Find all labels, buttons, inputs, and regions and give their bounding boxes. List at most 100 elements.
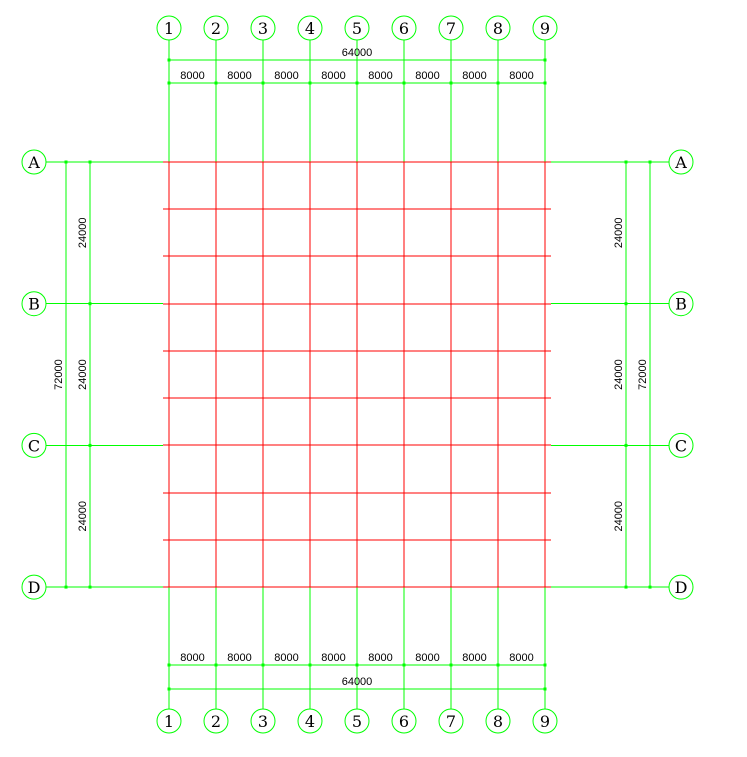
dimension-tick (624, 302, 628, 306)
column-axis-top-label: 4 (305, 19, 315, 38)
dimension-tick (624, 160, 628, 164)
column-axis-top-label: 5 (352, 19, 362, 38)
column-axis-top-label: 8 (493, 19, 503, 38)
column-axis-top-label: 9 (540, 19, 550, 38)
column-axis-top-bubble (344, 15, 370, 41)
row-axis-left-label: A (27, 153, 40, 172)
column-axis-bottom-label: 8 (493, 712, 503, 731)
column-axis-top-bubble (532, 15, 558, 41)
column-axis-bottom-bubble (250, 708, 276, 734)
row-axis-right-bubble (668, 291, 694, 317)
dimension-text-top: 8000 (227, 70, 251, 82)
row-axis-left-bubble (21, 291, 47, 317)
dimension-text-left: 24000 (77, 359, 89, 390)
row-axis-right-bubble (668, 432, 694, 458)
dimension-tick (88, 585, 92, 589)
dimension-text-bottom: 8000 (274, 652, 298, 664)
column-axis-top-bubble (250, 15, 276, 41)
column-axis-bottom-bubble (485, 708, 511, 734)
row-axis-left-bubble (21, 432, 47, 458)
dimension-text-top: 8000 (274, 70, 298, 82)
column-axis-bottom-label: 1 (164, 712, 174, 731)
column-axis-bottom-bubble (297, 708, 323, 734)
dimension-text-right: 24000 (613, 501, 625, 532)
column-axis-bottom-label: 5 (352, 712, 362, 731)
dimension-tick (624, 585, 628, 589)
column-axis-bottom-label: 7 (446, 712, 456, 731)
row-axis-right-label: B (675, 295, 687, 314)
dimension-total-text-left: 72000 (53, 359, 65, 390)
row-axis-right-label: C (675, 436, 687, 455)
dimension-tick (261, 81, 265, 85)
dimension-tick (167, 687, 171, 691)
dimension-tick (64, 160, 68, 164)
row-axis-left-label: D (28, 578, 41, 597)
dimension-text-right: 24000 (613, 359, 625, 390)
column-axis-top-bubble (156, 15, 182, 41)
column-axis-top-bubble (297, 15, 323, 41)
column-axis-top-label: 3 (258, 19, 268, 38)
dimension-tick (88, 302, 92, 306)
column-axis-bottom-bubble (391, 708, 417, 734)
dimension-tick (449, 663, 453, 667)
dimension-tick (355, 663, 359, 667)
column-axis-top-label: 2 (211, 19, 221, 38)
dimension-tick (308, 81, 312, 85)
dimension-tick (648, 585, 652, 589)
dimension-total-text-bottom: 64000 (342, 676, 373, 688)
row-axis-left-bubble (21, 149, 47, 175)
dimension-text-bottom: 8000 (509, 652, 533, 664)
row-axis-right-label: A (674, 153, 687, 172)
dimension-tick (308, 663, 312, 667)
dimension-text-left: 24000 (77, 501, 89, 532)
dimension-text-bottom: 8000 (462, 652, 486, 664)
column-axis-bottom-label: 4 (305, 712, 315, 731)
row-axis-right-bubble (668, 574, 694, 600)
dimension-tick (543, 81, 547, 85)
column-axis-bottom-label: 3 (258, 712, 268, 731)
column-axis-bottom-bubble (532, 708, 558, 734)
dimension-tick (167, 663, 171, 667)
dimension-tick (624, 443, 628, 447)
column-axis-top-label: 6 (399, 19, 409, 38)
dimension-total-text-right: 72000 (637, 359, 649, 390)
dimension-tick (88, 443, 92, 447)
dimension-tick (64, 585, 68, 589)
column-axis-top-bubble (485, 15, 511, 41)
dimension-tick (402, 663, 406, 667)
dimension-text-top: 8000 (509, 70, 533, 82)
row-axis-right-bubble (668, 149, 694, 175)
dimension-text-bottom: 8000 (321, 652, 345, 664)
column-axis-top-bubble (391, 15, 417, 41)
column-axis-bottom-bubble (438, 708, 464, 734)
dimension-tick (496, 663, 500, 667)
row-axis-right-label: D (675, 578, 688, 597)
column-axis-bottom-label: 6 (399, 712, 409, 731)
dimension-tick (355, 81, 359, 85)
dimension-text-top: 8000 (180, 70, 204, 82)
dimension-tick (543, 663, 547, 667)
dimension-tick (543, 687, 547, 691)
dimension-tick (496, 81, 500, 85)
column-axis-bottom-label: 2 (211, 712, 221, 731)
column-axis-bottom-bubble (156, 708, 182, 734)
dimension-tick (261, 663, 265, 667)
column-axis-bottom-bubble (203, 708, 229, 734)
dimension-text-top: 8000 (462, 70, 486, 82)
dimension-text-right: 24000 (613, 218, 625, 249)
dimension-tick (543, 58, 547, 62)
dimension-text-bottom: 8000 (368, 652, 392, 664)
dimension-tick (167, 81, 171, 85)
dimension-tick (214, 663, 218, 667)
dimension-text-top: 8000 (321, 70, 345, 82)
column-axis-top-bubble (203, 15, 229, 41)
row-axis-left-label: C (28, 436, 40, 455)
column-axis-top-label: 7 (446, 19, 456, 38)
dimension-tick (449, 81, 453, 85)
row-axis-left-label: B (28, 295, 40, 314)
dimension-text-bottom: 8000 (227, 652, 251, 664)
column-axis-bottom-label: 9 (540, 712, 550, 731)
dimension-text-bottom: 8000 (180, 652, 204, 664)
